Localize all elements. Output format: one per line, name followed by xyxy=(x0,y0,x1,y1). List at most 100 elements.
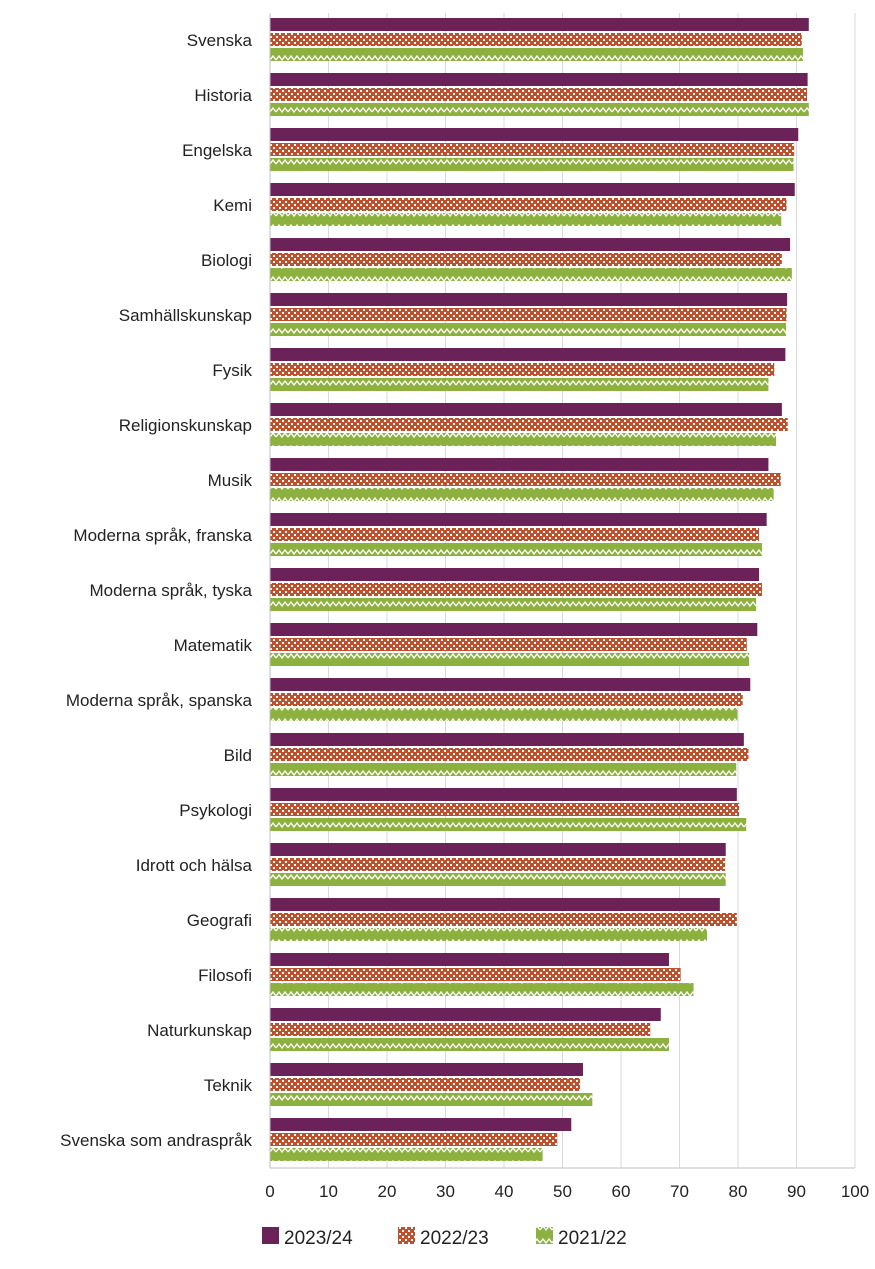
category-label: Bild xyxy=(224,746,252,765)
x-tick-label: 50 xyxy=(553,1182,572,1201)
bar-2023-24-18 xyxy=(270,1008,661,1021)
x-tick-label: 100 xyxy=(841,1182,869,1201)
bar-2022-23-19 xyxy=(270,1078,581,1091)
category-label: Svenska xyxy=(187,31,253,50)
bar-2022-23-18 xyxy=(270,1023,651,1036)
category-label: Idrott och hälsa xyxy=(136,856,253,875)
bars xyxy=(270,18,809,1161)
bar-2021-22-3 xyxy=(270,213,782,226)
bar-2022-23-12 xyxy=(270,693,743,706)
bar-2022-23-15 xyxy=(270,858,726,871)
bar-2021-22-19 xyxy=(270,1093,593,1106)
legend-item: 2022/23 xyxy=(398,1227,489,1249)
category-label: Teknik xyxy=(204,1076,253,1095)
bar-2022-23-16 xyxy=(270,913,737,926)
bar-2022-23-6 xyxy=(270,363,775,376)
legend-item: 2021/22 xyxy=(536,1227,627,1249)
x-tick-label: 70 xyxy=(670,1182,689,1201)
category-label: Kemi xyxy=(213,196,252,215)
bar-2023-24-14 xyxy=(270,788,737,801)
bar-2023-24-16 xyxy=(270,898,720,911)
category-label: Moderna språk, franska xyxy=(73,526,252,545)
legend-swatch xyxy=(536,1227,553,1244)
category-label: Religionskunskap xyxy=(119,416,252,435)
bar-2023-24-6 xyxy=(270,348,786,361)
x-tick-label: 30 xyxy=(436,1182,455,1201)
bar-2023-24-4 xyxy=(270,238,791,251)
category-label: Musik xyxy=(208,471,253,490)
bar-2021-22-16 xyxy=(270,928,707,941)
x-tick-label: 60 xyxy=(612,1182,631,1201)
bar-2022-23-7 xyxy=(270,418,788,431)
bar-2021-22-10 xyxy=(270,598,757,611)
category-label: Moderna språk, spanska xyxy=(66,691,253,710)
bar-2023-24-1 xyxy=(270,73,808,86)
bar-2021-22-13 xyxy=(270,763,737,776)
axes: Svenska Historia Engelska Kemi Biologi Samhäl… xyxy=(60,13,869,1201)
category-label: Biologi xyxy=(201,251,252,270)
bar-2022-23-5 xyxy=(270,308,787,321)
bar-2021-22-1 xyxy=(270,103,809,116)
bar-2022-23-10 xyxy=(270,583,762,596)
bar-2023-24-13 xyxy=(270,733,744,746)
category-label: Moderna språk, tyska xyxy=(89,581,252,600)
bar-2021-22-18 xyxy=(270,1038,669,1051)
legend-swatch xyxy=(262,1227,279,1244)
bar-2021-22-5 xyxy=(270,323,786,336)
category-label: Filosofi xyxy=(198,966,252,985)
category-label: Svenska som andraspråk xyxy=(60,1131,252,1150)
bar-2021-22-20 xyxy=(270,1148,543,1161)
bar-2023-24-9 xyxy=(270,513,767,526)
bar-2022-23-11 xyxy=(270,638,747,651)
bar-2023-24-0 xyxy=(270,18,809,31)
bar-2022-23-0 xyxy=(270,33,802,46)
bar-2022-23-13 xyxy=(270,748,749,761)
bar-2023-24-19 xyxy=(270,1063,583,1076)
bar-2022-23-20 xyxy=(270,1133,558,1146)
bar-2023-24-10 xyxy=(270,568,760,581)
category-label: Fysik xyxy=(212,361,252,380)
bar-2023-24-3 xyxy=(270,183,795,196)
legend-label: 2022/23 xyxy=(420,1228,489,1249)
x-tick-label: 90 xyxy=(787,1182,806,1201)
category-label: Matematik xyxy=(174,636,253,655)
bar-2023-24-20 xyxy=(270,1118,572,1131)
x-tick-label: 80 xyxy=(729,1182,748,1201)
bar-2023-24-11 xyxy=(270,623,758,636)
legend-swatch xyxy=(398,1227,415,1244)
bar-2022-23-4 xyxy=(270,253,782,266)
legend-label: 2023/24 xyxy=(284,1228,353,1249)
legend-item: 2023/24 xyxy=(262,1227,353,1249)
bar-2022-23-9 xyxy=(270,528,760,541)
bar-2021-22-17 xyxy=(270,983,694,996)
bar-2021-22-9 xyxy=(270,543,762,556)
x-tick-label: 40 xyxy=(495,1182,514,1201)
bar-2021-22-7 xyxy=(270,433,777,446)
bar-2022-23-1 xyxy=(270,88,808,101)
bar-2023-24-5 xyxy=(270,293,788,306)
bar-2022-23-8 xyxy=(270,473,781,486)
bar-2021-22-8 xyxy=(270,488,774,501)
legend-label: 2021/22 xyxy=(558,1228,627,1249)
x-tick-label: 0 xyxy=(265,1182,274,1201)
bar-2022-23-17 xyxy=(270,968,681,981)
category-label: Psykologi xyxy=(179,801,252,820)
bar-2023-24-15 xyxy=(270,843,726,856)
legend: 2023/24 2022/23 2021/22 xyxy=(262,1227,627,1249)
bar-2023-24-7 xyxy=(270,403,782,416)
bar-2021-22-11 xyxy=(270,653,750,666)
bar-2022-23-2 xyxy=(270,143,795,156)
bar-2021-22-6 xyxy=(270,378,769,391)
category-label: Geografi xyxy=(187,911,252,930)
bar-2021-22-2 xyxy=(270,158,794,171)
bar-2021-22-12 xyxy=(270,708,738,721)
category-label: Naturkunskap xyxy=(147,1021,252,1040)
bar-2023-24-17 xyxy=(270,953,669,966)
category-label: Samhällskunskap xyxy=(119,306,252,325)
category-label: Engelska xyxy=(182,141,252,160)
bar-2023-24-12 xyxy=(270,678,751,691)
category-label: Historia xyxy=(194,86,252,105)
bar-2021-22-4 xyxy=(270,268,792,281)
